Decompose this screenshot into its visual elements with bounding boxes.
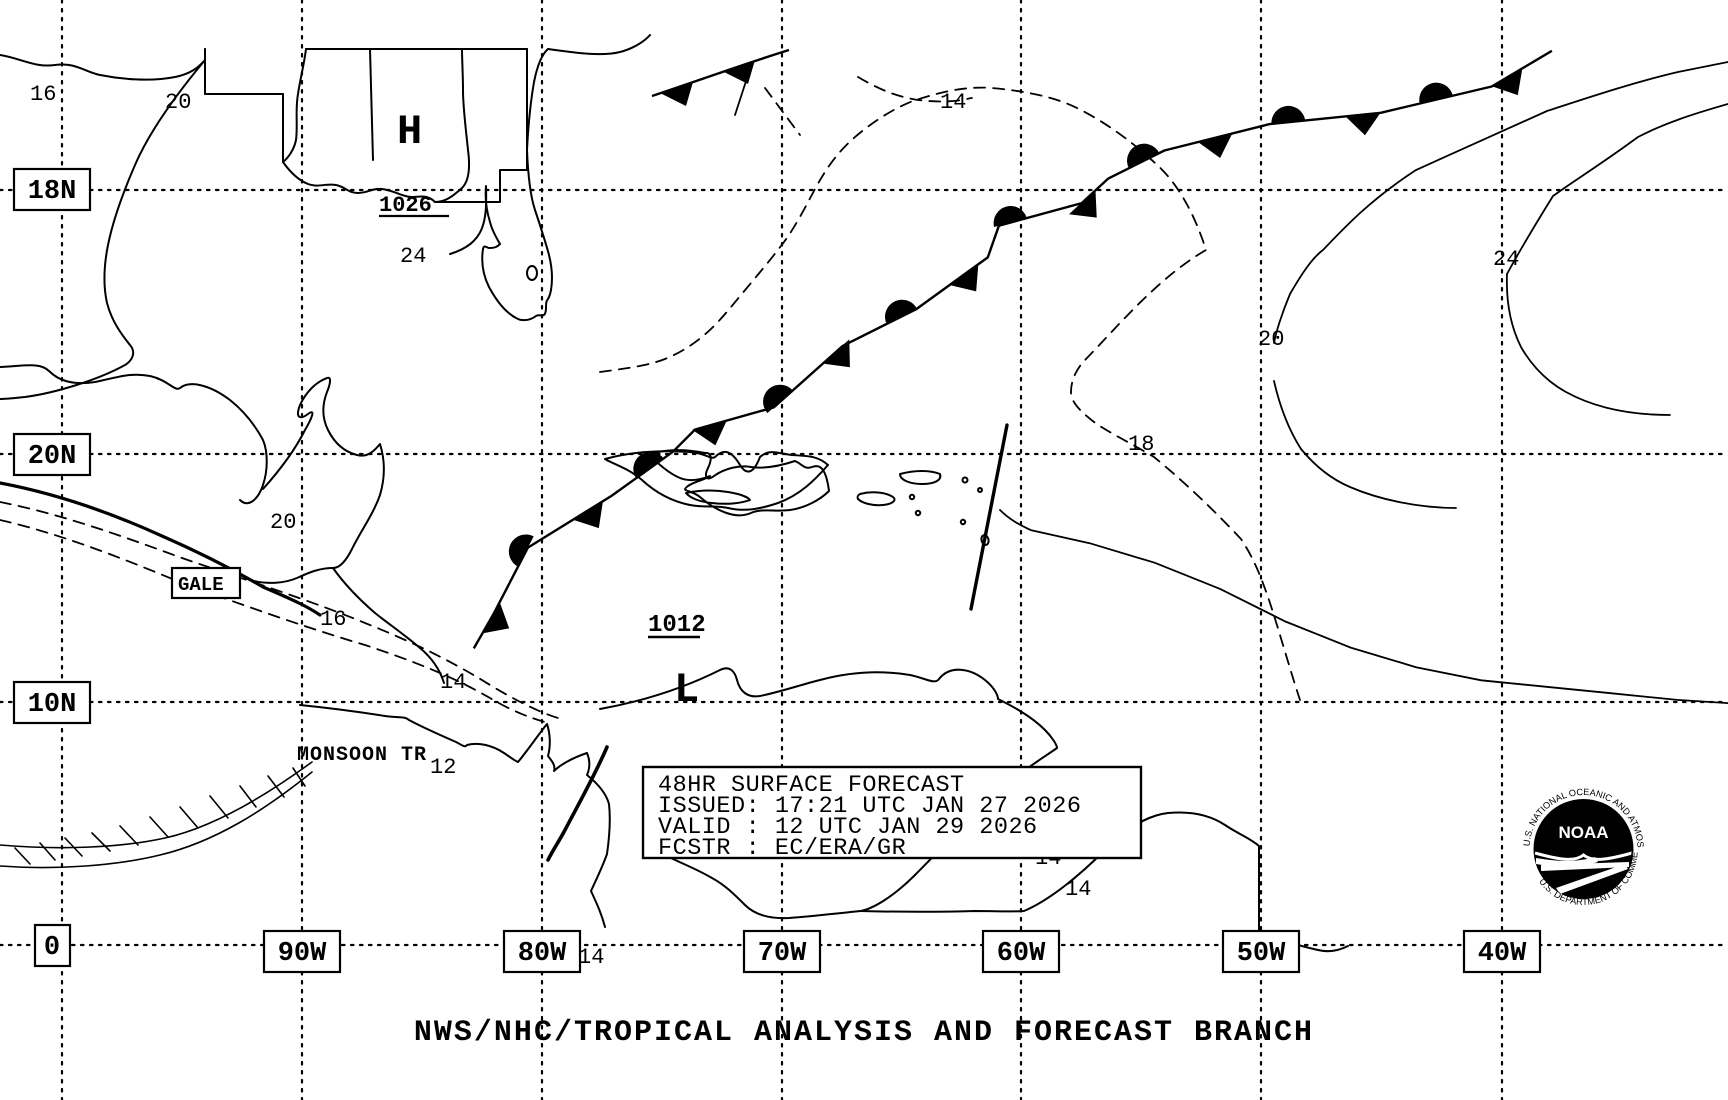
svg-text:14: 14 (940, 90, 966, 115)
svg-text:14: 14 (1065, 877, 1091, 902)
svg-text:20N: 20N (28, 442, 77, 472)
svg-text:18: 18 (1128, 432, 1154, 457)
svg-text:60W: 60W (997, 939, 1046, 969)
svg-text:16: 16 (30, 82, 56, 107)
svg-text:L: L (674, 666, 699, 714)
svg-text:FCSTR : EC/ERA/GR: FCSTR : EC/ERA/GR (658, 835, 906, 862)
svg-text:20: 20 (165, 90, 191, 115)
svg-text:1012: 1012 (648, 612, 706, 639)
svg-text:12: 12 (430, 755, 456, 780)
svg-text:18N: 18N (28, 177, 77, 207)
svg-text:24: 24 (400, 244, 426, 269)
svg-text:0: 0 (44, 933, 60, 963)
svg-text:70W: 70W (758, 939, 807, 969)
svg-text:20: 20 (1258, 327, 1284, 352)
svg-text:50W: 50W (1237, 939, 1286, 969)
svg-text:GALE: GALE (178, 574, 224, 596)
svg-text:20: 20 (270, 510, 296, 535)
svg-text:24: 24 (1493, 247, 1519, 272)
svg-text:14: 14 (440, 670, 466, 695)
svg-text:16: 16 (320, 607, 346, 632)
svg-text:80W: 80W (518, 939, 567, 969)
svg-text:40W: 40W (1478, 939, 1527, 969)
svg-text:90W: 90W (278, 939, 327, 969)
svg-text:H: H (397, 108, 422, 156)
svg-text:10N: 10N (28, 690, 77, 720)
svg-text:MONSOON TR: MONSOON TR (297, 744, 427, 767)
svg-text:1026: 1026 (379, 193, 432, 218)
svg-text:NWS/NHC/TROPICAL ANALYSIS AND: NWS/NHC/TROPICAL ANALYSIS AND FORECAST B… (414, 1016, 1314, 1050)
svg-text:14: 14 (578, 945, 604, 970)
svg-text:NOAA: NOAA (1558, 823, 1608, 842)
